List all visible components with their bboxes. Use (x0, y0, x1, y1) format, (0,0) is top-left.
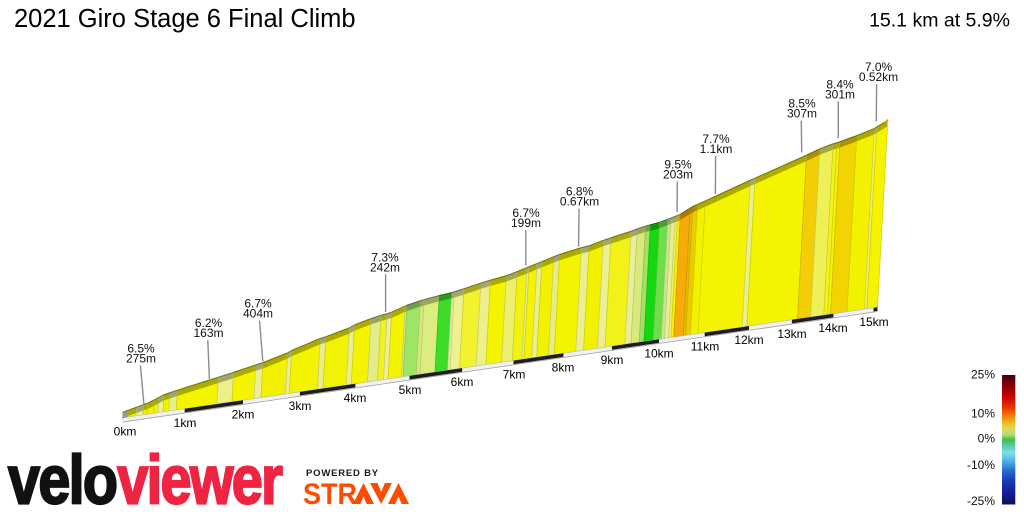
svg-text:POWERED BY: POWERED BY (306, 468, 379, 479)
svg-text:203m: 203m (663, 168, 693, 182)
svg-text:1km: 1km (174, 416, 197, 430)
svg-text:0.52km: 0.52km (859, 70, 898, 84)
svg-text:163m: 163m (193, 326, 223, 340)
svg-text:14km: 14km (818, 321, 847, 335)
svg-text:10km: 10km (644, 346, 673, 360)
svg-text:404m: 404m (243, 307, 273, 321)
svg-text:8km: 8km (552, 360, 575, 374)
svg-text:8.5%: 8.5% (788, 97, 816, 111)
svg-text:2km: 2km (232, 407, 255, 421)
svg-text:0%: 0% (978, 432, 996, 446)
svg-text:8.4%: 8.4% (826, 77, 854, 91)
svg-text:2021 Giro Stage 6 Final Climb: 2021 Giro Stage 6 Final Climb (14, 5, 356, 33)
svg-text:4km: 4km (344, 391, 367, 405)
svg-text:15.1 km at 5.9%: 15.1 km at 5.9% (869, 10, 1010, 32)
svg-text:11km: 11km (691, 340, 719, 354)
svg-text:13km: 13km (777, 327, 806, 341)
svg-text:5km: 5km (399, 383, 422, 397)
svg-text:15km: 15km (859, 315, 888, 329)
svg-text:0km: 0km (114, 425, 137, 439)
svg-text:9.5%: 9.5% (664, 158, 692, 172)
svg-text:viewer: viewer (117, 442, 282, 512)
svg-text:-10%: -10% (967, 458, 995, 472)
svg-text:7.0%: 7.0% (865, 60, 893, 74)
svg-text:6.7%: 6.7% (512, 206, 540, 220)
svg-text:199m: 199m (511, 216, 541, 230)
svg-text:301m: 301m (825, 87, 855, 101)
svg-text:-25%: -25% (967, 494, 995, 508)
svg-text:12km: 12km (734, 333, 763, 347)
svg-text:6.2%: 6.2% (195, 316, 223, 330)
svg-text:0.67km: 0.67km (560, 195, 599, 209)
svg-text:25%: 25% (971, 367, 995, 381)
svg-text:7km: 7km (503, 368, 526, 382)
svg-text:275m: 275m (126, 352, 156, 366)
svg-text:10%: 10% (971, 406, 995, 420)
svg-text:9km: 9km (601, 353, 624, 367)
svg-text:6.5%: 6.5% (127, 342, 155, 356)
svg-text:1.1km: 1.1km (700, 142, 733, 156)
svg-text:307m: 307m (787, 107, 817, 121)
svg-text:3km: 3km (289, 399, 312, 413)
svg-text:6km: 6km (451, 375, 474, 389)
svg-text:6.7%: 6.7% (244, 297, 272, 311)
svg-text:7.3%: 7.3% (371, 250, 399, 264)
svg-text:242m: 242m (370, 260, 400, 274)
svg-text:7.7%: 7.7% (702, 132, 730, 146)
svg-text:STR: STR (303, 478, 357, 511)
svg-text:velo: velo (8, 442, 116, 512)
svg-text:6.8%: 6.8% (566, 185, 594, 199)
